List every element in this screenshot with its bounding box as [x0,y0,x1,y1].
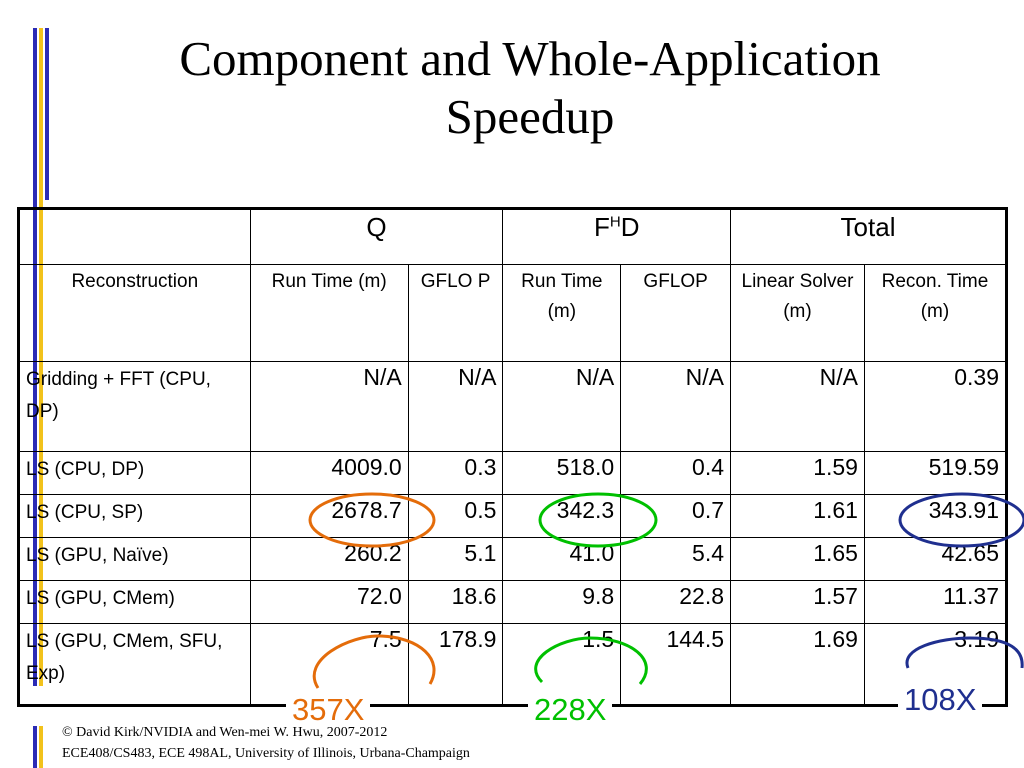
q-runtime-circle-bottom [312,634,436,689]
cell-q-gflop: 178.9 [407,623,504,706]
cell-fhd-gflop: N/A [620,361,732,452]
cell-fhd-runtime: N/A [502,361,622,452]
row-label: Gridding + FFT (CPU, DP) [18,361,251,452]
cell-q-gflop: N/A [407,361,504,452]
fhd-speedup-label: 228X [528,690,613,730]
footer-accent-bar-blue [33,726,37,768]
header-fhd-runtime: Run Time (m) [502,264,622,362]
header-q-gflop: GFLO P [407,264,504,362]
slide-title: Component and Whole-Application Speedup [80,30,980,146]
footer: © David Kirk/NVIDIA and Wen-mei W. Hwu, … [62,722,470,764]
table-row: LS (GPU, CMem, SFU, Exp) 7.5 178.9 1.5 1… [18,623,1008,706]
row-label: LS (GPU, CMem) [18,580,251,624]
slide-title-line1: Component and Whole-Application [179,31,881,86]
cell-fhd-gflop: 5.4 [620,537,732,581]
group-header-q: Q [249,208,504,265]
fhd-runtime-circle-bottom [534,636,648,685]
speedup-table: Q FHD Total Reconstruction Run Time (m) … [17,207,1008,707]
cell-recon-time: 343.91 [863,494,1008,538]
footer-accent-bar-yellow [39,726,43,768]
table-row: LS (CPU, DP) 4009.0 0.3 518.0 0.4 1.59 5… [18,451,1008,495]
left-accent-bar-blue-short [45,28,49,200]
cell-fhd-runtime: 518.0 [502,451,622,495]
cell-recon-time: 0.39 [863,361,1008,452]
cell-q-gflop: 5.1 [407,537,504,581]
cell-fhd-gflop: 144.5 [620,623,732,706]
fhd-tail: D [620,212,640,242]
cell-fhd-gflop: 0.4 [620,451,732,495]
group-header-total: Total [730,208,1007,265]
cell-linear-solver: 1.61 [730,494,865,538]
header-reconstruction: Reconstruction [18,264,251,362]
row-label: LS (GPU, CMem, SFU, Exp) [18,623,251,706]
total-speedup-label: 108X [898,680,983,720]
footer-copyright: © David Kirk/NVIDIA and Wen-mei W. Hwu, … [62,725,388,740]
cell-q-runtime: N/A [249,361,409,452]
slide-title-line2: Speedup [445,89,615,144]
header-linear-solver: Linear Solver (m) [730,264,865,362]
total-circle-top [898,492,1024,548]
fhd-runtime-circle-top [538,492,658,548]
table-sub-header-row: Reconstruction Run Time (m) GFLO P Run T… [18,264,1008,362]
cell-q-runtime: 72.0 [249,580,409,624]
q-speedup-label: 357X [286,690,371,730]
table-row: LS (GPU, CMem) 72.0 18.6 9.8 22.8 1.57 1… [18,580,1008,624]
total-circle-bottom [905,636,1024,669]
cell-recon-time: 11.37 [863,580,1008,624]
fhd-superscript: H [609,213,621,231]
table-group-header-row: Q FHD Total [18,208,1007,265]
cell-linear-solver: 1.69 [730,623,865,706]
fhd-base: F [593,212,610,242]
cell-recon-time: 519.59 [863,451,1008,495]
header-q-runtime: Run Time (m) [249,264,409,362]
cell-linear-solver: 1.65 [730,537,865,581]
header-recon-time: Recon. Time (m) [863,264,1008,362]
q-runtime-circle-top [308,492,436,548]
empty-corner-cell [18,208,251,265]
cell-q-runtime: 4009.0 [249,451,409,495]
footer-course: ECE408/CS483, ECE 498AL, University of I… [62,746,470,761]
